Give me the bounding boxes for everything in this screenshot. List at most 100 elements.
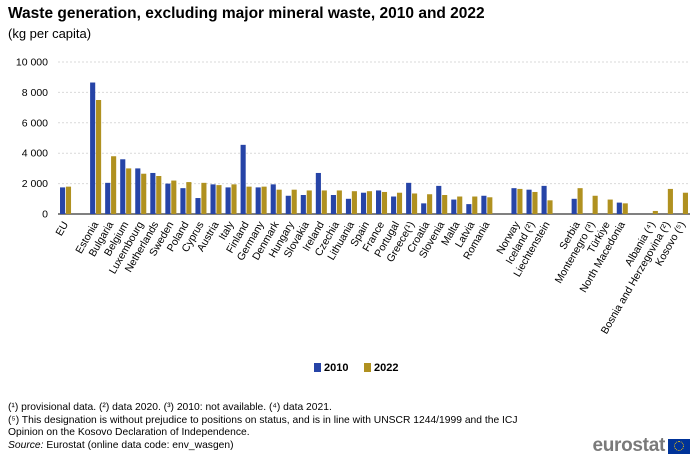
bar-2010 <box>421 203 427 214</box>
footnote-line: (¹) provisional data. (²) data 2020. (³)… <box>8 402 332 413</box>
source-line: Source: Eurostat (online data code: env_… <box>8 440 608 453</box>
bar-2010 <box>180 188 186 214</box>
bar-2010 <box>255 187 261 214</box>
y-tick-label: 6 000 <box>22 117 48 129</box>
bar-2022 <box>517 188 523 214</box>
bar-2022 <box>186 182 192 214</box>
logo-text: eurostat <box>592 435 665 456</box>
bar-2010 <box>451 199 457 214</box>
bar-2022 <box>141 173 147 214</box>
bar-2022 <box>156 176 162 214</box>
bar-2022 <box>487 197 493 214</box>
bars <box>60 82 688 215</box>
bar-2022 <box>381 191 388 214</box>
legend-label-2022: 2022 <box>374 362 398 374</box>
bar-2010 <box>360 192 367 214</box>
bar-2010 <box>210 184 216 214</box>
bar-2022 <box>351 191 357 214</box>
source-label: Source: <box>8 439 44 451</box>
bar-2010 <box>330 195 336 214</box>
bar-2010 <box>541 185 547 214</box>
bar-2022 <box>246 186 252 214</box>
bar-2022 <box>336 190 342 214</box>
bar-2022 <box>201 182 207 214</box>
bar-2010 <box>376 190 382 214</box>
bar-2010 <box>466 204 472 214</box>
gridlines <box>58 61 690 215</box>
y-tick-label: 0 <box>42 209 48 221</box>
bar-2022 <box>667 188 673 214</box>
y-tick-label: 10 000 <box>16 57 48 69</box>
bar-2022 <box>607 199 613 214</box>
bar-2022 <box>126 168 132 214</box>
legend-swatch-2010 <box>314 363 321 372</box>
bar-2010 <box>105 182 111 214</box>
bar-chart: 0 2 000 4 000 6 000 8 000 10 000 EU EstoniaBul… <box>16 57 690 374</box>
bar-2022 <box>231 184 237 214</box>
chart-title: Waste generation, excluding major minera… <box>8 5 485 22</box>
x-tick-label: EU <box>53 220 71 239</box>
bar-2022 <box>366 191 372 214</box>
y-tick-label: 4 000 <box>22 148 48 160</box>
bar-2022 <box>216 185 222 214</box>
bar-2022 <box>291 189 297 214</box>
x-axis-labels: EU EstoniaBulgariaBelgiumLuxembourgNether… <box>53 219 688 336</box>
bar-2022 <box>547 200 553 214</box>
bar-2010 <box>526 189 532 214</box>
bar-2010 <box>436 185 442 214</box>
source-text: Eurostat (online data code: env_wasgen) <box>46 439 234 451</box>
bar-2010 <box>616 202 622 214</box>
bar-2022 <box>65 186 72 214</box>
bar-2010 <box>120 159 126 214</box>
legend-label-2010: 2010 <box>324 362 348 374</box>
bar-2022 <box>171 180 177 214</box>
bar-2022 <box>427 194 433 214</box>
bar-2010 <box>90 82 96 215</box>
bar-2010 <box>511 188 517 214</box>
bar-2010 <box>225 187 231 214</box>
bar-2022 <box>261 186 267 214</box>
bar-2022 <box>276 189 282 214</box>
bar-2010 <box>481 195 487 214</box>
y-tick-label: 2 000 <box>22 178 48 190</box>
legend-swatch-2022 <box>364 363 371 372</box>
bar-2010 <box>285 195 291 214</box>
bar-2010 <box>240 144 246 214</box>
bar-2010 <box>150 172 156 214</box>
footnotes: (¹) provisional data. (²) data 2020. (³)… <box>8 402 608 452</box>
bar-2010 <box>315 172 321 214</box>
eu-flag-icon <box>668 438 690 454</box>
bar-2022 <box>321 190 327 214</box>
eurostat-logo: eurostat <box>592 435 690 457</box>
bar-2010 <box>345 198 352 214</box>
y-tick-label: 8 000 <box>22 87 48 99</box>
bar-2022 <box>652 210 658 214</box>
bar-2022 <box>577 188 583 214</box>
bar-2022 <box>457 196 463 214</box>
bar-2022 <box>111 156 117 214</box>
footnote-line: Opinion on the Kosovo Declaration of Ind… <box>8 427 250 439</box>
bar-2022 <box>682 192 688 214</box>
bar-2022 <box>412 193 418 214</box>
y-axis-ticks: 0 2 000 4 000 6 000 8 000 10 000 <box>16 57 48 221</box>
bar-2010 <box>60 187 66 214</box>
bar-2022 <box>96 100 102 214</box>
bar-2010 <box>391 196 397 214</box>
legend: 2010 2022 <box>314 362 398 374</box>
bar-2022 <box>592 195 598 214</box>
bar-2022 <box>396 192 403 214</box>
footnote-line: (⁵) This designation is without prejudic… <box>8 414 518 426</box>
bar-2022 <box>442 195 448 214</box>
bar-2022 <box>532 191 538 214</box>
bar-2010 <box>135 168 141 214</box>
bar-2010 <box>270 184 276 214</box>
bar-2022 <box>622 203 628 214</box>
bar-2010 <box>406 182 412 214</box>
bar-2010 <box>300 195 306 214</box>
bar-2010 <box>195 198 201 214</box>
bar-2010 <box>571 198 577 214</box>
bar-2022 <box>306 190 312 214</box>
bar-2022 <box>472 196 478 214</box>
bar-2010 <box>165 183 171 214</box>
chart-subtitle: (kg per capita) <box>8 26 92 41</box>
